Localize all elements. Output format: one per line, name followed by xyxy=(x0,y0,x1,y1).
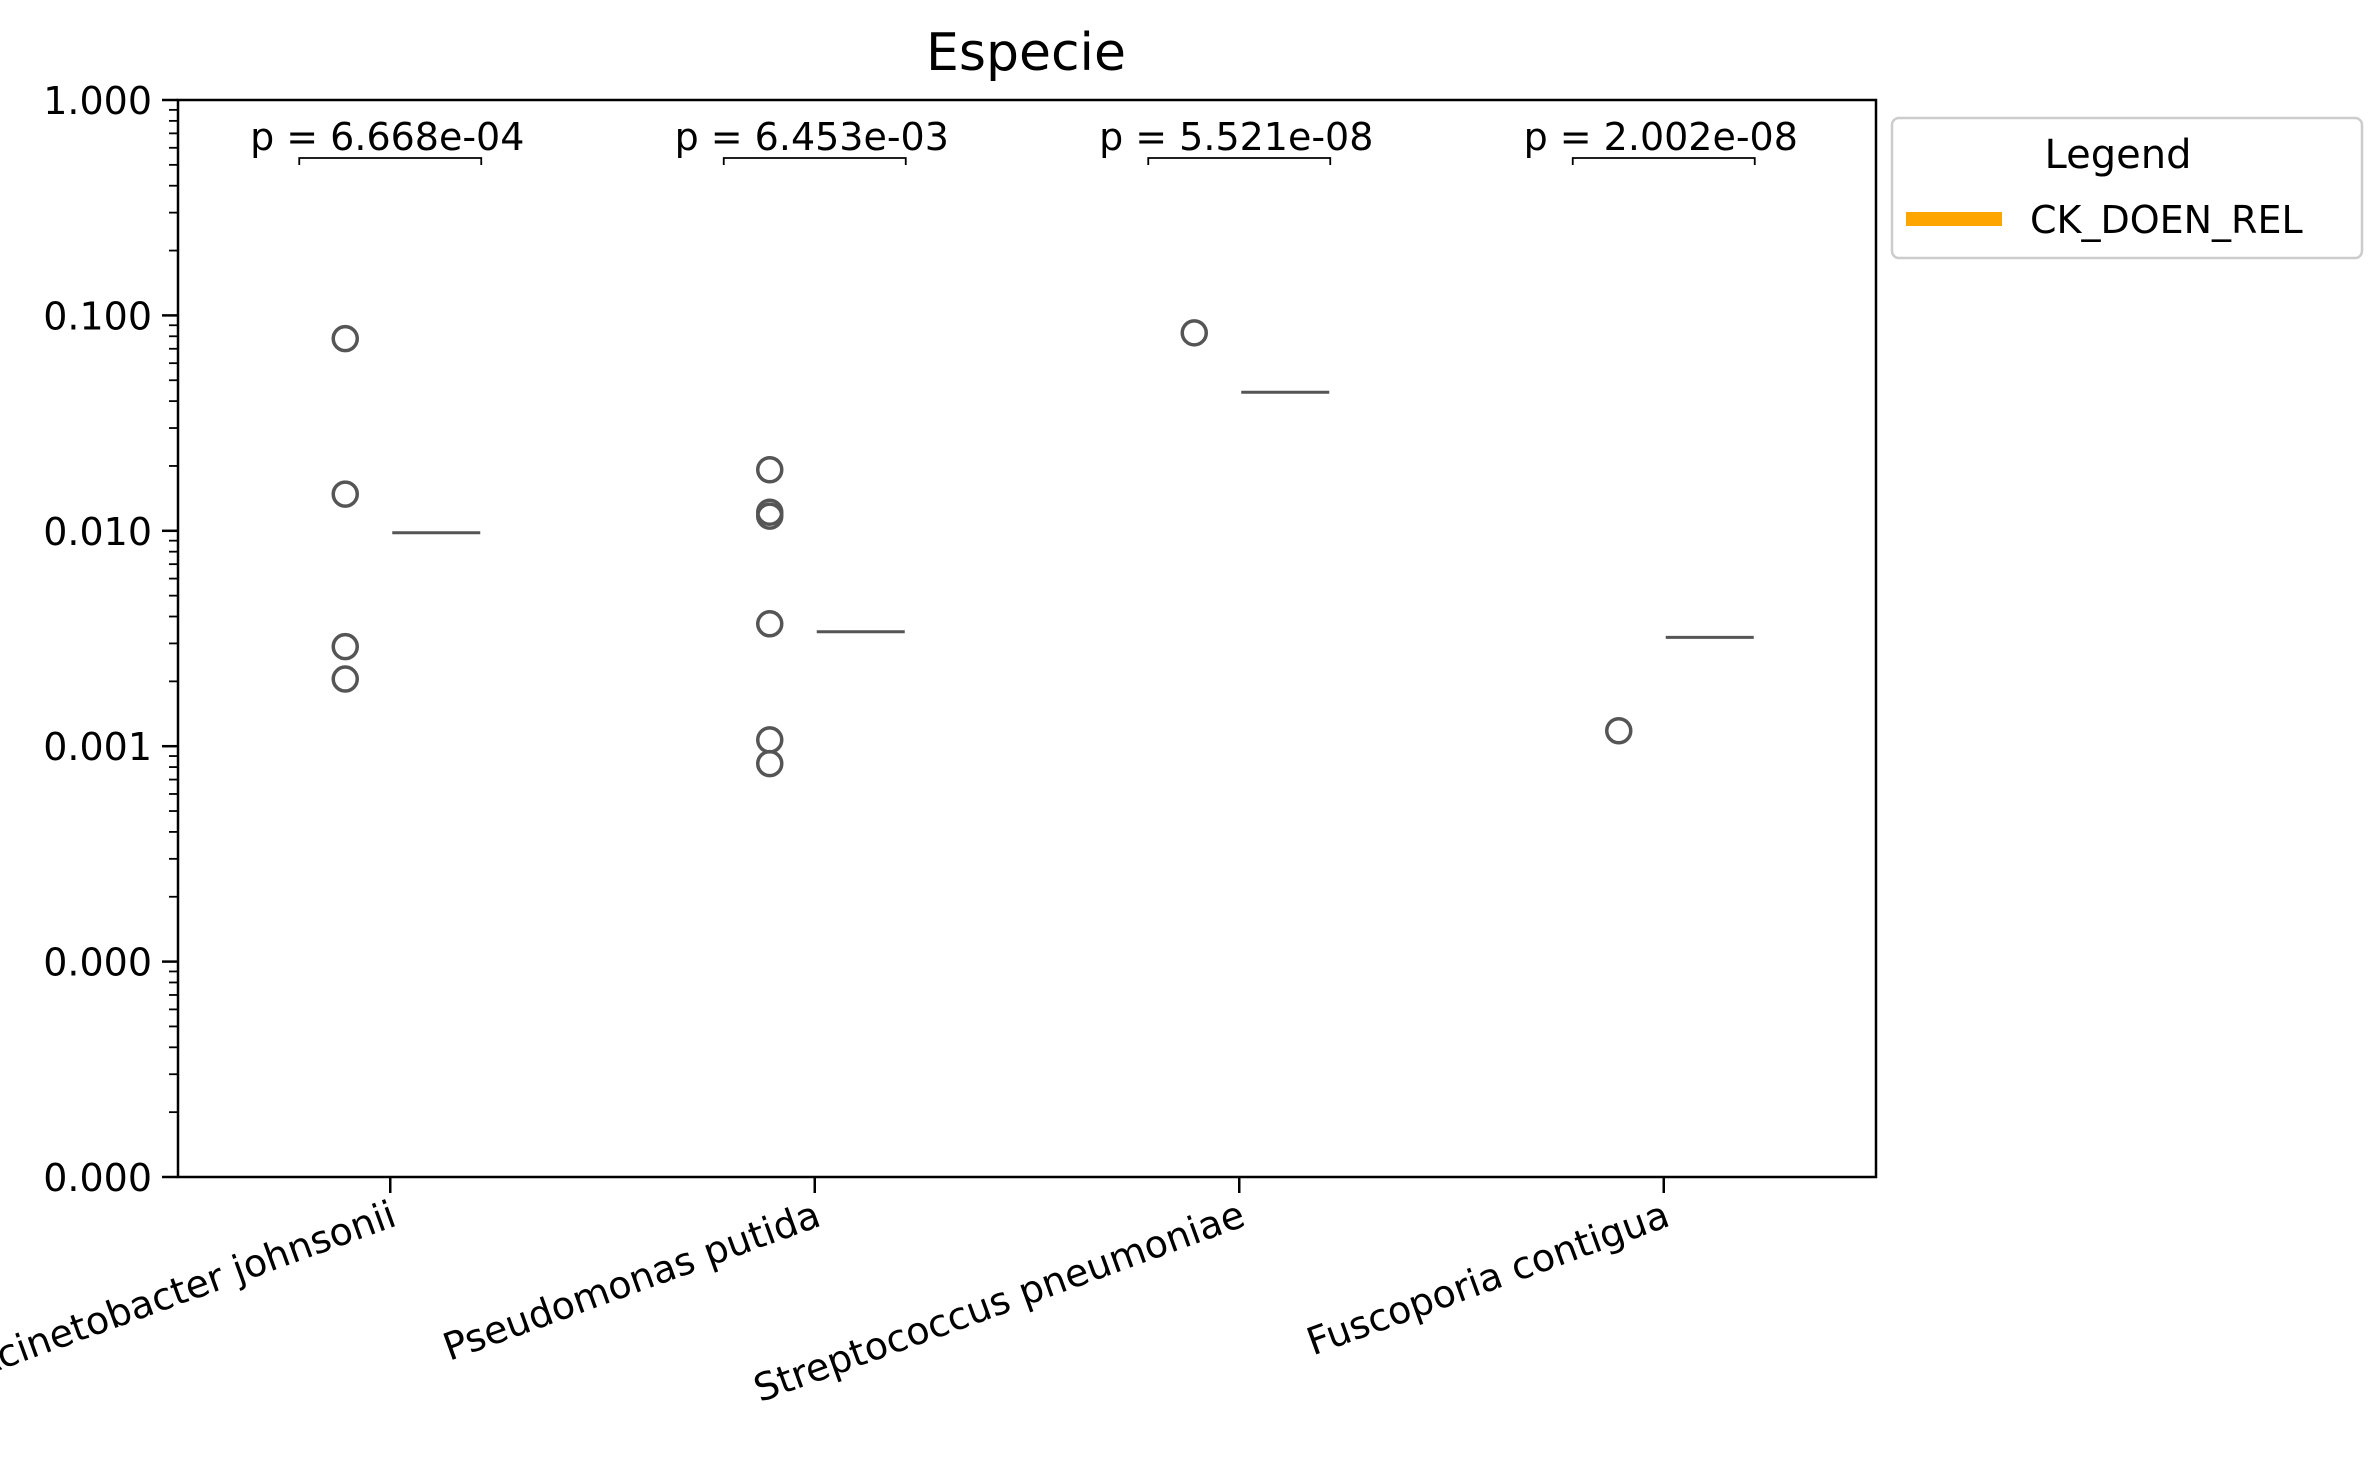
data-point xyxy=(756,456,784,484)
x-tick-label: Acinetobacter johnsonii xyxy=(0,1192,401,1386)
p-value-label: p = 2.002e-08 xyxy=(1524,115,1798,159)
legend-box xyxy=(1890,116,2364,260)
plot-area-frame xyxy=(176,98,1878,1179)
p-value-label: p = 5.521e-08 xyxy=(1099,115,1373,159)
legend: Legend CK_DOEN_REL xyxy=(1890,116,2364,260)
legend-entry-label: CK_DOEN_REL xyxy=(2030,198,2303,242)
data-point xyxy=(331,324,359,353)
data-point xyxy=(331,480,359,508)
data-point xyxy=(756,749,784,778)
y-tick-label: 0.100 xyxy=(43,294,152,338)
reference-lines xyxy=(392,390,1754,639)
p-value-label: p = 6.668e-04 xyxy=(250,115,524,159)
x-tick-label: Streptococcus pneumoniae xyxy=(748,1192,1250,1411)
significance-bracket xyxy=(1571,157,1756,165)
data-point xyxy=(331,665,359,693)
data-point xyxy=(756,726,784,754)
p-value-label: p = 6.453e-03 xyxy=(675,115,949,159)
x-tick-label: Pseudomonas putida xyxy=(437,1192,826,1369)
y-tick-label: 0.000 xyxy=(43,941,152,985)
significance-brackets: p = 6.668e-04 p = 6.453e-03 p = 5.521e-08 p… xyxy=(250,115,1798,165)
y-tick-label: 0.000 xyxy=(43,1156,152,1200)
y-tick-label: 1.000 xyxy=(43,79,152,123)
data-points xyxy=(331,319,1633,778)
data-point xyxy=(756,502,784,530)
y-tick-label: 0.001 xyxy=(43,725,152,769)
significance-bracket xyxy=(722,157,907,165)
x-axis: Acinetobacter johnsonii Pseudomonas putid… xyxy=(0,1177,1675,1411)
chart-title: Especie xyxy=(926,23,1126,83)
data-point xyxy=(1180,319,1208,347)
significance-bracket xyxy=(1147,157,1332,165)
significance-bracket xyxy=(298,157,483,165)
legend-title: Legend xyxy=(2045,132,2192,178)
x-tick-label: Fuscoporia contigua xyxy=(1301,1192,1675,1364)
data-point xyxy=(331,632,359,661)
y-axis: 1.000 0.100 0.010 0.001 0.000 0.000 xyxy=(43,79,178,1200)
y-tick-label: 0.010 xyxy=(43,510,152,554)
data-point xyxy=(1605,716,1633,745)
data-point xyxy=(756,610,784,638)
